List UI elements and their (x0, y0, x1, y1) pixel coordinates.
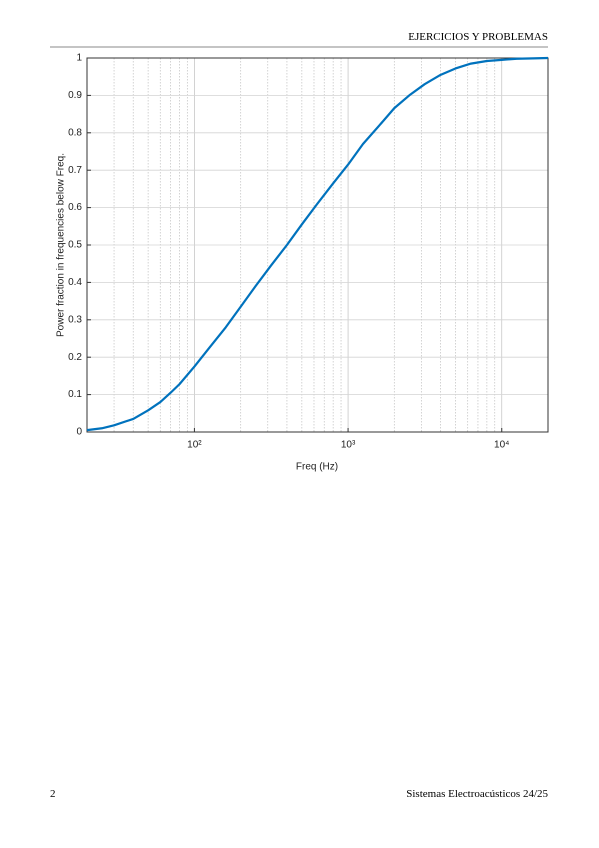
y-tick-label: 0.6 (68, 202, 82, 213)
y-tick-label: 0.3 (68, 314, 82, 325)
x-tick-label: 10³ (341, 440, 356, 451)
y-tick-label: 0 (76, 427, 82, 438)
y-tick-label: 0.8 (68, 127, 82, 138)
plot-frame (86, 57, 549, 433)
chart: Freq (Hz) Power fraction in frequencies … (56, 53, 549, 473)
x-tick-label: 10⁴ (494, 440, 509, 451)
footer-course: Sistemas Electroacústicos 24/25 (406, 788, 548, 800)
x-axis-label: Freq (Hz) (296, 462, 338, 473)
y-tick-label: 0.7 (68, 165, 82, 176)
y-axis-label: Power fraction in frequencies below Freq… (56, 153, 67, 337)
y-tick-label: 0.4 (68, 277, 82, 288)
data-line (86, 56, 549, 432)
header-title: EJERCICIOS Y PROBLEMAS (408, 31, 548, 43)
y-tick-label: 1 (76, 53, 82, 64)
x-tick-label: 10² (187, 440, 202, 451)
y-tick-label: 0.2 (68, 352, 82, 363)
page-number: 2 (50, 788, 56, 800)
y-tick-label: 0.9 (68, 90, 82, 101)
y-tick-label: 0.5 (68, 240, 82, 251)
y-tick-label: 0.1 (68, 389, 82, 400)
